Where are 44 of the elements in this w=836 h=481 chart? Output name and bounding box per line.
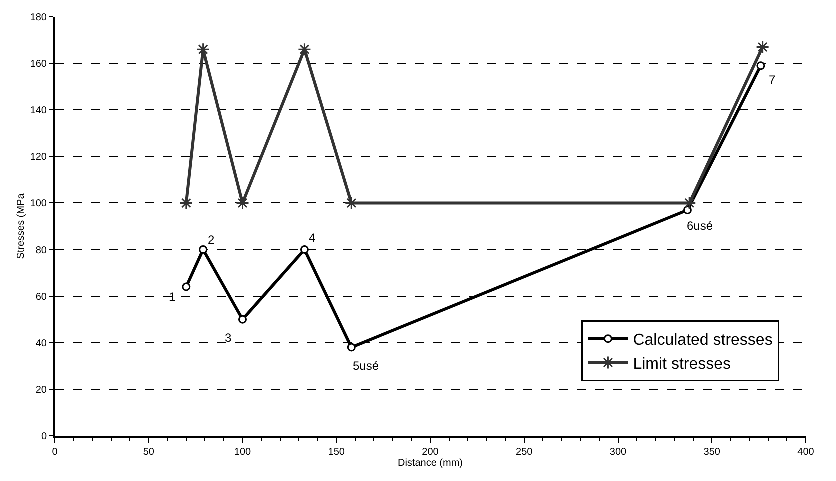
y-tick-label: 160 <box>30 59 48 70</box>
point <box>300 246 309 254</box>
x-tick-label: 0 <box>52 447 58 458</box>
y-tick-label: 180 <box>30 12 48 24</box>
x-tick-label: 100 <box>234 447 252 458</box>
annotation: 2 <box>208 233 215 247</box>
y-tick-label: 140 <box>30 106 48 117</box>
annotation: 6usé <box>687 219 714 233</box>
y-axis-title: Stresses (MPa <box>16 193 27 260</box>
annotation: 5usé <box>353 359 380 373</box>
annotation: 1 <box>169 290 176 304</box>
y-tick-label: 0 <box>41 432 48 442</box>
x-tick-label: 200 <box>422 447 440 458</box>
point <box>182 282 191 292</box>
point <box>683 206 692 214</box>
point <box>236 196 250 210</box>
y-tick-label: 60 <box>36 292 48 303</box>
point <box>682 196 696 210</box>
x-tick-label: 350 <box>704 447 721 458</box>
point <box>180 196 194 210</box>
x-tick-label: 400 <box>798 447 815 458</box>
point <box>196 42 210 56</box>
point <box>199 246 208 254</box>
x-tick-label: 150 <box>328 447 346 458</box>
point <box>238 315 247 324</box>
y-tick-label: 20 <box>36 384 48 396</box>
x-tick-label: 250 <box>516 447 534 458</box>
legend-label: Calculated stresses <box>633 332 773 350</box>
y-tick-label: 80 <box>36 245 48 256</box>
point <box>298 42 312 56</box>
annotation: 3 <box>225 331 232 345</box>
annotation: 4 <box>309 231 316 245</box>
y-tick-label: 40 <box>36 338 48 350</box>
point <box>344 196 358 210</box>
x-tick-label: 300 <box>610 447 628 458</box>
annotation: 7 <box>769 73 776 87</box>
x-tick-label: 50 <box>143 447 155 458</box>
x-axis-title: Distance (mm) <box>398 458 464 469</box>
point <box>347 343 356 352</box>
y-tick-label: 100 <box>30 198 48 210</box>
point <box>756 62 766 70</box>
point <box>756 40 770 54</box>
y-tick-label: 120 <box>30 152 48 164</box>
legend-label: Limit stresses <box>633 356 732 373</box>
